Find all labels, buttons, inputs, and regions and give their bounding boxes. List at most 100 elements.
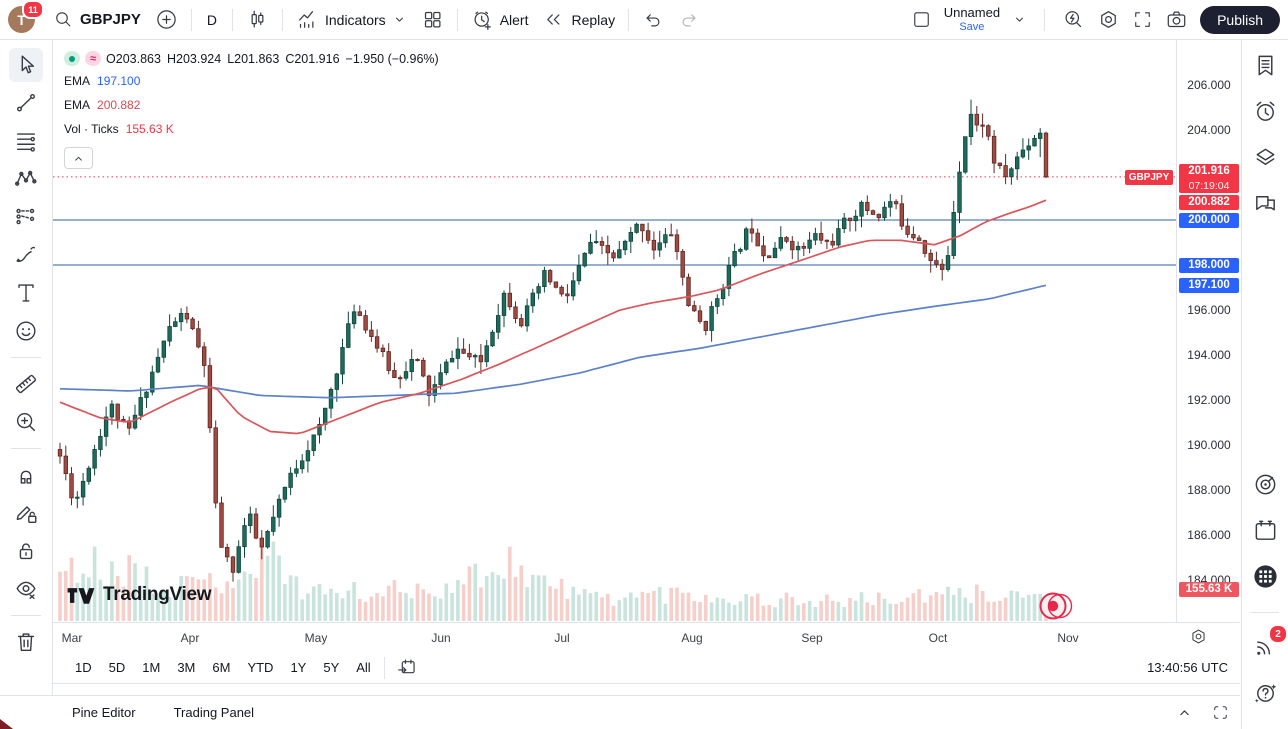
ruler-tool[interactable] [9, 367, 43, 401]
notifications-feed[interactable]: 2 [1248, 625, 1287, 663]
forecast-tool[interactable] [9, 200, 43, 234]
divider [383, 656, 385, 679]
drawing-toolbar [0, 40, 53, 695]
interval-button[interactable]: D [199, 9, 225, 31]
trend-line-tool[interactable] [9, 86, 43, 120]
range-button-5y[interactable]: 5Y [323, 660, 340, 675]
go-to-date-button[interactable] [390, 654, 424, 682]
replay-button[interactable]: Replay [536, 5, 621, 34]
layout-menu-chevron-icon[interactable] [1012, 12, 1027, 27]
cursor-icon [13, 52, 39, 78]
calendar-panel[interactable] [1248, 513, 1282, 547]
user-avatar[interactable]: T 11 [8, 0, 44, 33]
tab-pine-editor[interactable]: Pine Editor [72, 705, 136, 720]
range-button-all[interactable]: All [356, 660, 371, 675]
undo-button[interactable] [636, 6, 670, 34]
screener-panel[interactable] [1248, 467, 1282, 501]
tab-trading-panel[interactable]: Trading Panel [173, 705, 255, 720]
range-button-3m[interactable]: 3M [177, 660, 196, 675]
alert-button[interactable]: Alert [465, 5, 535, 34]
remove-drawings-tool[interactable] [9, 625, 43, 659]
indicator-row-ema-fast[interactable]: EMA 200.882 [64, 93, 440, 117]
price-chart-canvas[interactable] [53, 40, 1176, 622]
range-button-1y[interactable]: 1Y [290, 660, 307, 675]
cursor-tool[interactable] [9, 48, 43, 82]
range-buttons: 1D 5D 1M 3M 6M YTD 1Y 5Y All [67, 657, 379, 678]
axis-settings-gear-icon[interactable] [1189, 627, 1208, 646]
legend-collapse-button[interactable] [64, 147, 93, 169]
broadcast-icon [1252, 633, 1279, 660]
indicators-button[interactable]: Indicators [290, 5, 413, 34]
stay-drawing-tool[interactable] [9, 496, 43, 530]
fib-retracement-tool[interactable] [9, 124, 43, 158]
fib-retracement-icon [13, 128, 39, 154]
lock-icon [13, 538, 39, 564]
range-button-1d[interactable]: 1D [75, 660, 92, 675]
chart-legend: ≈ O203.863 H203.924 L201.863 C201.916 −1… [64, 48, 440, 169]
hide-drawings-tool[interactable] [9, 572, 43, 606]
apps-menu[interactable] [1248, 559, 1282, 593]
snapshot-camera-icon[interactable] [1165, 8, 1188, 31]
alert-label: Alert [499, 11, 529, 28]
emoji-tool[interactable] [9, 314, 43, 348]
price-tick: 192.000 [1187, 393, 1231, 407]
indicator-label: EMA [64, 74, 91, 88]
layout-select-icon[interactable] [911, 9, 932, 30]
publish-button[interactable]: Publish [1200, 5, 1280, 34]
layout-name-save[interactable]: Unnamed Save [944, 5, 1000, 33]
alert-clock-icon [471, 8, 494, 31]
settings-gear-icon[interactable] [1097, 8, 1120, 31]
price-axis[interactable]: 206.000 204.000 196.000 194.000 192.000 190.0… [1176, 40, 1241, 622]
indicator-templates-icon[interactable] [415, 5, 450, 34]
indicator-row-ema-slow[interactable]: EMA 197.100 [64, 69, 440, 93]
data-mode-icon[interactable]: ≈ [85, 51, 102, 66]
divider [11, 357, 41, 358]
object-tree-panel[interactable] [1248, 140, 1282, 174]
chart-pane[interactable]: ≈ O203.863 H203.924 L201.863 C201.916 −1… [53, 40, 1176, 622]
range-button-6m[interactable]: 6M [212, 660, 231, 675]
last-price-tag: 201.916 07:19:04 [1179, 163, 1239, 193]
symbol-search-button[interactable]: GBPJPY [47, 6, 147, 33]
range-button-ytd[interactable]: YTD [247, 660, 274, 675]
ohlc-change: −1.950 (−0.96%) [345, 51, 439, 66]
month-label: Jun [431, 631, 451, 645]
save-button[interactable]: Save [959, 20, 985, 33]
watchlist-panel[interactable] [1248, 48, 1282, 82]
symbol-label: GBPJPY [80, 11, 141, 28]
divider [1251, 612, 1279, 613]
panel-maximize-icon[interactable] [1211, 703, 1230, 722]
brush-tool[interactable] [9, 238, 43, 272]
range-button-1m[interactable]: 1M [142, 660, 161, 675]
text-tool[interactable] [9, 276, 43, 310]
pattern-tool[interactable] [9, 162, 43, 196]
time-axis[interactable]: Mar Apr May Jun Jul Aug Sep Oct Nov [53, 622, 1240, 653]
indicator-row-volume[interactable]: Vol · Ticks 155.63 K [64, 117, 440, 141]
indicator-value: 197.100 [97, 74, 141, 88]
magnet-tool[interactable] [9, 458, 43, 492]
calendar-icon [1252, 517, 1279, 544]
market-status-icon[interactable] [64, 51, 80, 66]
help-button[interactable] [1248, 675, 1282, 709]
volume-tag: 155.63 K [1179, 582, 1239, 597]
tradingview-logo-icon [66, 586, 96, 605]
panel-expand-chevron-icon[interactable] [1176, 704, 1193, 721]
price-tick: 188.000 [1187, 483, 1231, 497]
fullscreen-icon[interactable] [1132, 9, 1153, 30]
trend-line-icon [13, 90, 39, 116]
divider [281, 8, 283, 31]
event-marker-icon[interactable] [1036, 589, 1074, 628]
chart-style-button[interactable] [240, 5, 275, 34]
quick-search-icon[interactable] [1062, 8, 1085, 31]
zoom-in-tool[interactable] [9, 405, 43, 439]
lock-drawings-tool[interactable] [9, 534, 43, 568]
divider [11, 615, 41, 616]
watchlist-icon [1252, 52, 1279, 79]
redo-button[interactable] [672, 6, 706, 34]
timezone-clock[interactable]: 13:40:56 UTC [1147, 660, 1228, 675]
divider [628, 8, 630, 31]
chat-panel[interactable] [1248, 186, 1282, 220]
price-tick: 194.000 [1187, 348, 1231, 362]
range-button-5d[interactable]: 5D [108, 660, 126, 675]
alerts-panel[interactable] [1248, 94, 1282, 128]
compare-add-icon[interactable] [149, 5, 184, 34]
